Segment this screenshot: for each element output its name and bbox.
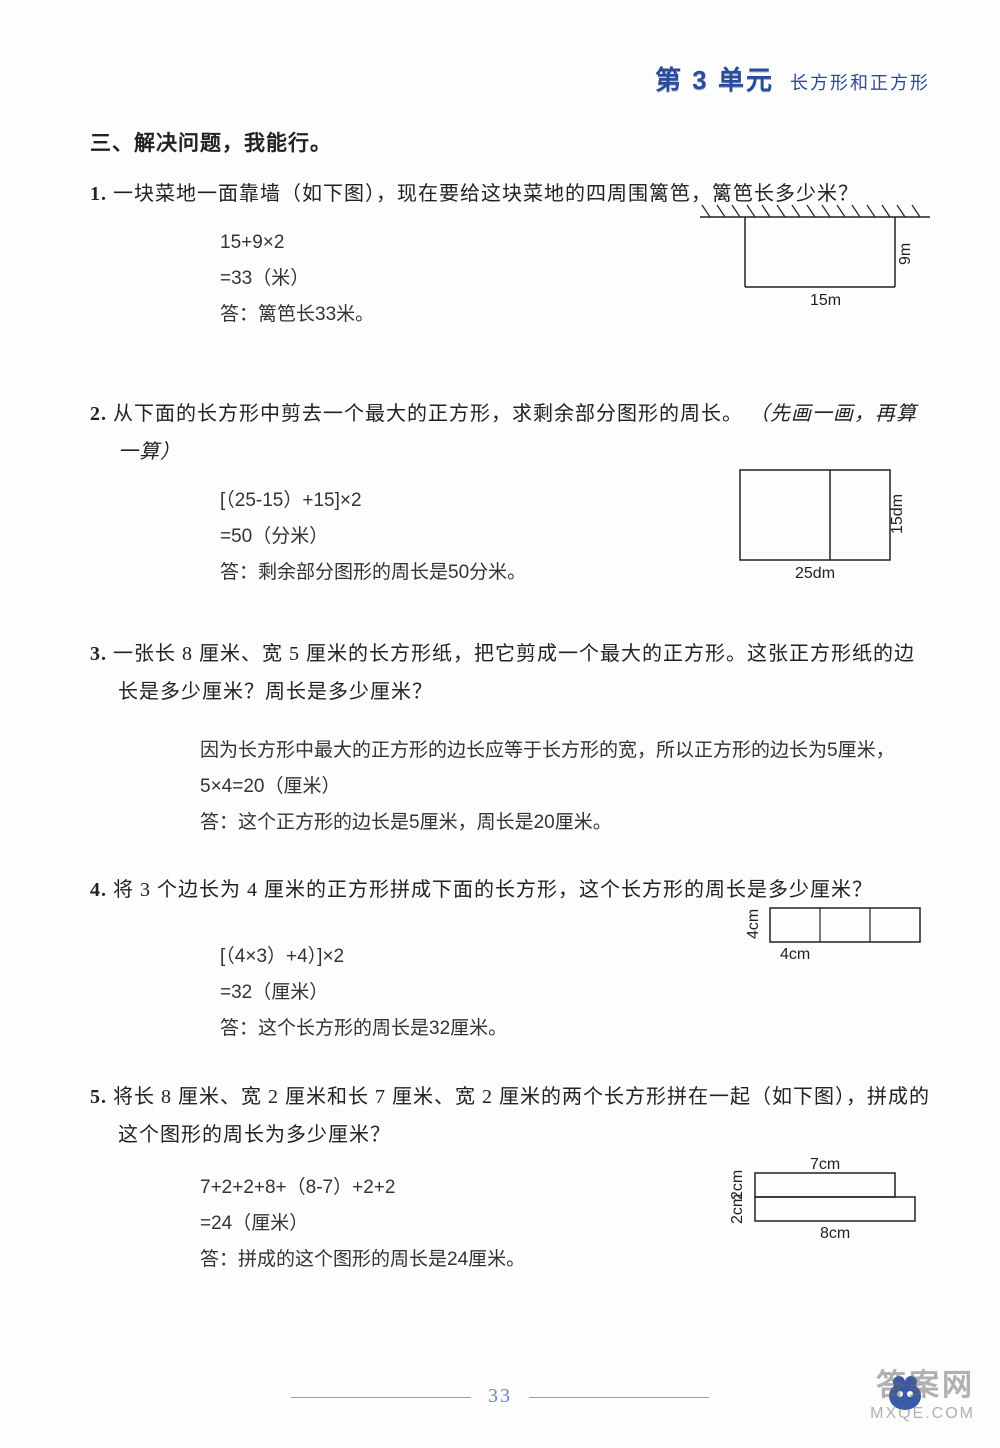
problem-5-text: 5. 将长 8 厘米、宽 2 厘米和长 7 厘米、宽 2 厘米的两个长方形拼在一… [90, 1078, 930, 1154]
problem-1-body: 一块菜地一面靠墙（如下图），现在要给这块菜地的四周围篱笆，篱笆长多少米？ [113, 183, 859, 205]
problem-2-body: 从下面的长方形中剪去一个最大的正方形，求剩余部分图形的周长。 [113, 403, 743, 425]
problem-4-calc2: =32（厘米） [220, 975, 930, 1011]
problem-3: 3. 一张长 8 厘米、宽 5 厘米的长方形纸，把它剪成一个最大的正方形。这张正… [90, 635, 930, 841]
problem-1: 1. 一块菜地一面靠墙（如下图），现在要给这块菜地的四周围篱笆，篱笆长多少米？ … [90, 175, 930, 355]
problem-3-ans: 答：这个正方形的边长是5厘米，周长是20厘米。 [200, 805, 930, 841]
problem-2-num: 2. [90, 403, 107, 425]
problem-2: 2. 从下面的长方形中剪去一个最大的正方形，求剩余部分图形的周长。 （先画一画，… [90, 395, 930, 595]
problem-4-body: 将 3 个边长为 4 厘米的正方形拼成下面的长方形，这个长方形的周长是多少厘米？ [113, 879, 873, 901]
footer-line-right [529, 1397, 709, 1398]
p5-top-label: 7cm [810, 1156, 840, 1173]
p2-width-label: 25dm [795, 565, 835, 582]
unit-subtitle: 长方形和正方形 [790, 69, 930, 95]
problem-4: 4. 将 3 个边长为 4 厘米的正方形拼成下面的长方形，这个长方形的周长是多少… [90, 871, 930, 1047]
p4-height-label: 4cm [745, 909, 762, 939]
problem-3-calc1: 5×4=20（厘米） [200, 769, 930, 805]
page-footer: 33 [0, 1385, 1000, 1408]
problem-5: 5. 将长 8 厘米、宽 2 厘米和长 7 厘米、宽 2 厘米的两个长方形拼在一… [90, 1078, 930, 1278]
unit-title: 第 3 单元 [655, 60, 774, 97]
problem-1-num: 1. [90, 183, 107, 205]
footer-line-left [291, 1397, 471, 1398]
problem-3-num: 3. [90, 643, 107, 665]
p1-height-label: 9m [897, 243, 914, 265]
p2-height-label: 15dm [889, 494, 906, 534]
watermark: 答案网 MXQE.COM [870, 1368, 975, 1423]
problem-5-body: 将长 8 厘米、宽 2 厘米和长 7 厘米、宽 2 厘米的两个长方形拼在一起（如… [113, 1086, 930, 1146]
section-title: 三、解决问题，我能行。 [90, 127, 930, 157]
page-header: 第 3 单元 长方形和正方形 [90, 60, 930, 97]
p1-width-label: 15m [810, 292, 841, 309]
watermark-line1: 答案网 [870, 1368, 975, 1404]
problem-3-answer: 因为长方形中最大的正方形的边长应等于长方形的宽，所以正方形的边长为5厘米， 5×… [200, 733, 930, 841]
problem-2-diagram: 25dm 15dm [730, 465, 930, 590]
problem-2-text: 2. 从下面的长方形中剪去一个最大的正方形，求剩余部分图形的周长。 （先画一画，… [90, 395, 930, 471]
problem-5-diagram: 7cm 8cm 2cm 2cm [720, 1158, 930, 1253]
problem-4-ans: 答：这个长方形的周长是32厘米。 [220, 1011, 930, 1047]
problem-1-diagram: 15m 9m [700, 205, 930, 320]
problem-4-num: 4. [90, 879, 107, 901]
problem-4-diagram: 4cm 4cm [740, 903, 930, 978]
p5-hbot-label: 2cm [729, 1193, 746, 1223]
problem-3-body: 一张长 8 厘米、宽 5 厘米的长方形纸，把它剪成一个最大的正方形。这张正方形纸… [113, 643, 915, 703]
problem-3-line1: 因为长方形中最大的正方形的边长应等于长方形的宽，所以正方形的边长为5厘米， [200, 733, 930, 769]
watermark-line2: MXQE.COM [870, 1404, 975, 1423]
page-number: 33 [488, 1385, 512, 1407]
problem-5-num: 5. [90, 1086, 107, 1108]
p4-width-label: 4cm [780, 946, 810, 963]
problem-3-text: 3. 一张长 8 厘米、宽 5 厘米的长方形纸，把它剪成一个最大的正方形。这张正… [90, 635, 930, 711]
p5-bottom-label: 8cm [820, 1225, 850, 1242]
